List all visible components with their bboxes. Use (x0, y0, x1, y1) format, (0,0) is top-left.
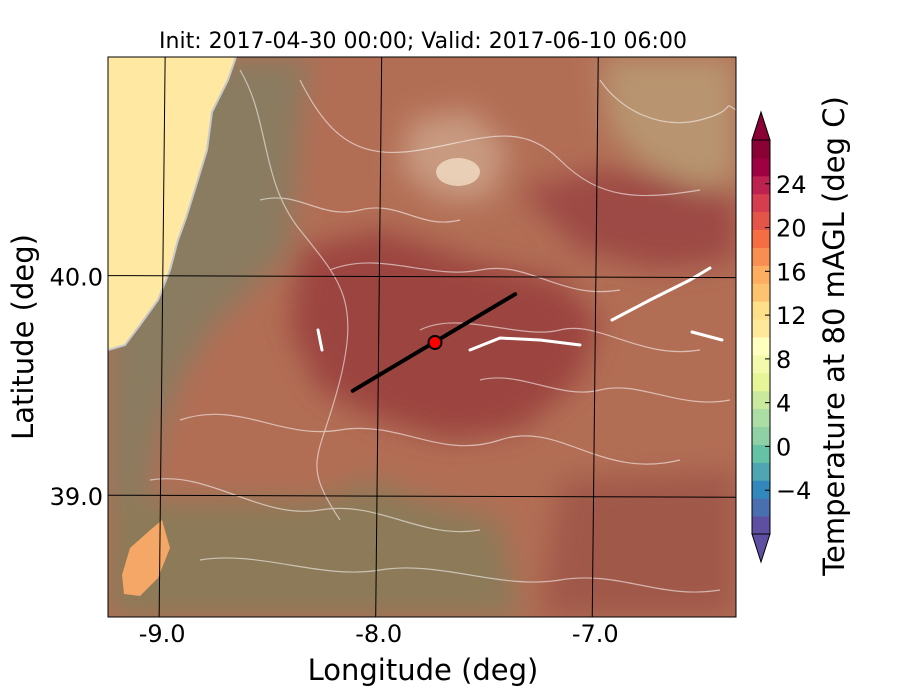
graticule (107, 56, 737, 618)
y-tick-label: 39.0 (50, 483, 103, 511)
colorbar-segment (752, 283, 770, 302)
x-tick-label: -9.0 (139, 620, 186, 648)
colorbar-segment (752, 390, 770, 410)
colorbar-label: Temperature at 80 mAGL (deg C) (817, 96, 851, 577)
warm-northeast-zone (520, 170, 736, 270)
colorbar-segment (752, 337, 770, 356)
y-tick-label: 40.0 (50, 264, 103, 292)
cool-south-zone (108, 480, 520, 617)
colorbar-segment (752, 354, 770, 374)
colorbar-tick-label: 8 (776, 346, 791, 374)
plateau-zone (400, 110, 510, 200)
colorbar-segment (752, 319, 770, 338)
meridian-line (375, 56, 383, 618)
colorbar-tick-label: 12 (776, 302, 807, 330)
colorbar-segment (752, 211, 770, 231)
colorbar-min-extend (751, 533, 771, 564)
colorbar-segment (752, 175, 770, 195)
ocean-area (108, 57, 236, 350)
colorbar-tick-label: 4 (776, 390, 791, 418)
colorbar-segment (752, 229, 770, 248)
colorbar-segment (752, 193, 770, 213)
map-title: Init: 2017-04-30 00:00; Valid: 2017-06-1… (159, 29, 687, 54)
colorbar-tick-label: 0 (776, 433, 791, 461)
x-tick-label: -7.0 (572, 620, 619, 648)
colorbar-segment (752, 372, 770, 392)
colorbar-segment (752, 426, 770, 445)
map-frame (107, 56, 737, 618)
colorbar-segment (752, 408, 770, 428)
colorbar-tick-label: 16 (776, 258, 807, 286)
colorbar-frame (751, 139, 771, 535)
parallel-line (107, 494, 737, 498)
terrain-contours (149, 69, 736, 593)
southeast-zone (540, 470, 736, 617)
colorbar-segment (752, 498, 770, 517)
colorbar-segment (752, 247, 770, 266)
colorbar-segment (752, 265, 770, 284)
map-panel (108, 57, 736, 617)
y-axis-label: Latitude (deg) (6, 234, 40, 440)
colorbar-tick-label: 20 (776, 215, 807, 243)
parallel-line (107, 275, 737, 279)
y-axis-ticks: 40.0 39.0 (50, 264, 103, 512)
colorbar-max-extend (751, 110, 771, 141)
location-marker (427, 334, 443, 350)
colorbar-segment (752, 462, 770, 481)
x-axis-ticks: -9.0 -8.0 -7.0 (139, 620, 619, 648)
colorbar-segment (752, 516, 770, 535)
coastline (108, 57, 237, 351)
colorbar-segment (752, 157, 770, 177)
warm-coast-patch (122, 520, 170, 596)
river-lines (316, 266, 724, 352)
colorbar-tick-label: 24 (776, 171, 807, 199)
meridian-line (158, 56, 166, 618)
colorbar-segment (752, 301, 770, 320)
cool-northeast-zone (600, 57, 736, 190)
colorbar-tick-label: −4 (776, 477, 811, 505)
meridian-line (591, 56, 599, 618)
peak-hotspot (436, 158, 480, 186)
x-tick-label: -8.0 (355, 620, 402, 648)
colorbar-segment (752, 444, 770, 463)
colorbar: −4 0 4 8 12 16 20 24 (751, 110, 811, 564)
colorbar-segment (752, 140, 770, 159)
colorbar-segment (752, 480, 770, 499)
x-axis-label: Longitude (deg) (308, 653, 539, 687)
